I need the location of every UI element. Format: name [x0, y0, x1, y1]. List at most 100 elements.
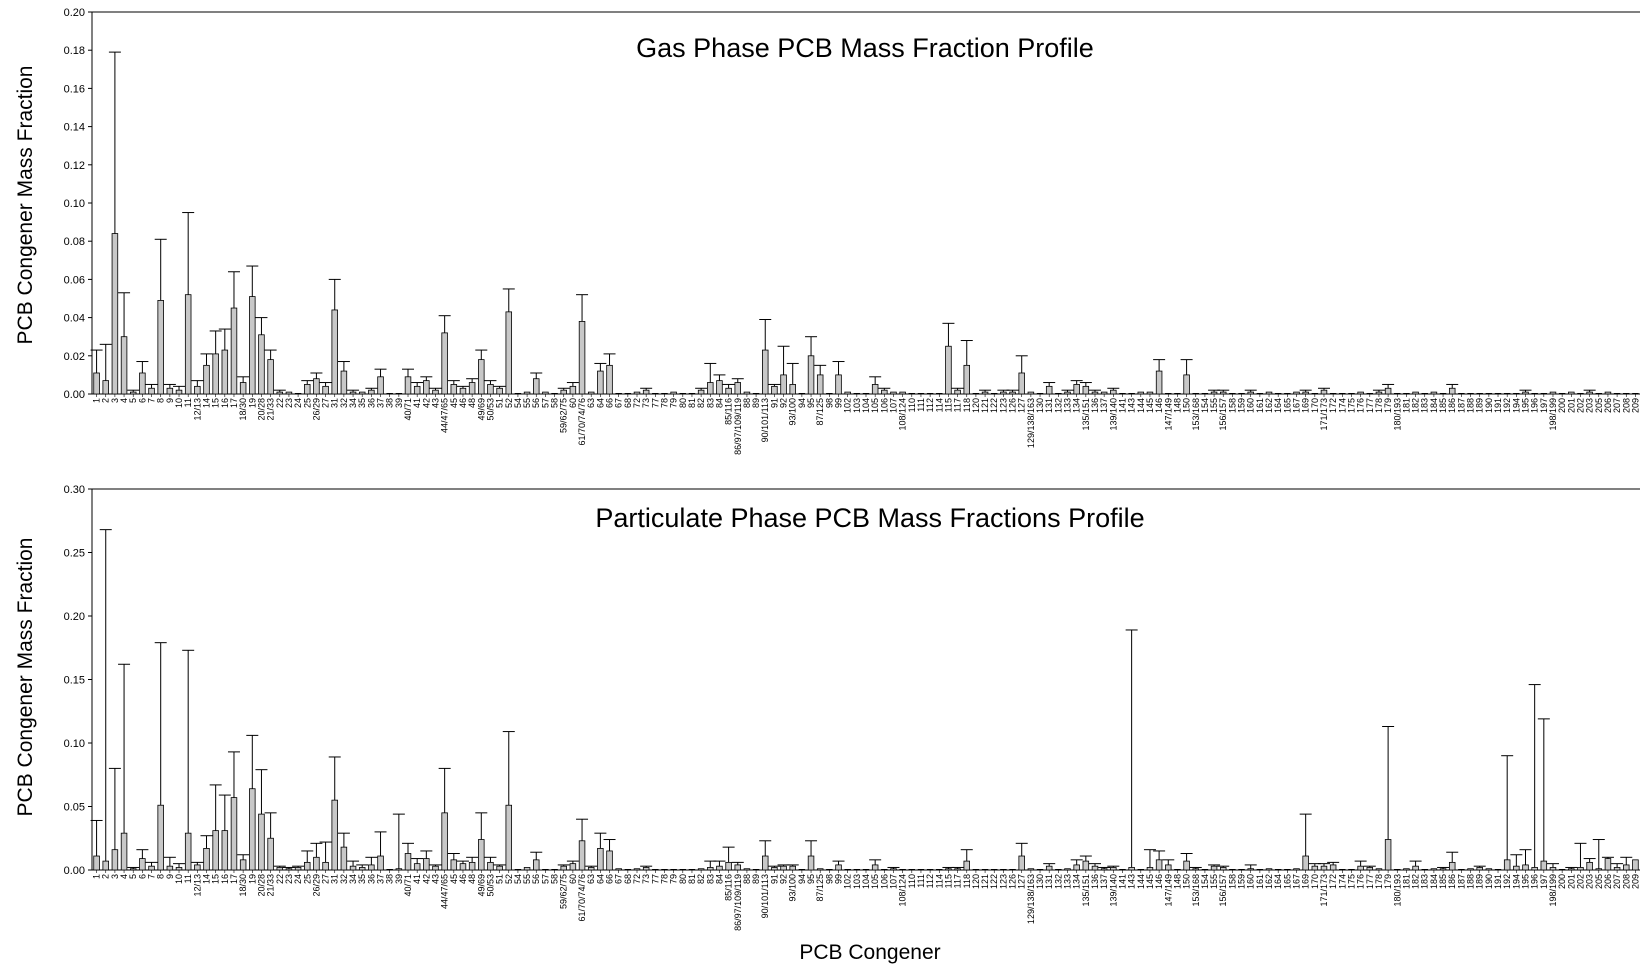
x-tick-label: 120	[971, 874, 981, 889]
bar	[1558, 869, 1566, 871]
x-tick-label: 209	[1630, 874, 1640, 889]
bar	[1586, 861, 1593, 871]
x-tick-label: 40/71	[403, 398, 413, 421]
x-tick-label: 35	[357, 874, 367, 884]
x-tick-label: 196	[1530, 874, 1540, 889]
x-tick-label: 14	[201, 874, 211, 884]
x-tick-label: 171/173	[1319, 398, 1329, 431]
x-tick-label: 156/157	[1218, 398, 1228, 431]
x-tick-label: 183	[1420, 874, 1430, 889]
x-tick-label: 34	[348, 874, 358, 884]
x-tick-label: 89	[751, 874, 761, 884]
bar	[881, 389, 888, 395]
bar	[1055, 392, 1062, 395]
bar	[926, 869, 934, 871]
bar	[478, 359, 485, 395]
x-tick-label: 93/100	[788, 874, 798, 902]
bar	[606, 850, 613, 871]
x-tick-label: 25	[302, 874, 312, 884]
x-tick-label: 99	[834, 874, 844, 884]
x-tick-label: 19	[247, 398, 257, 408]
x-tick-label: 3	[110, 398, 120, 403]
x-tick-label: 150	[1182, 398, 1192, 413]
x-tick-label: 117	[953, 398, 963, 412]
x-tick-label: 184	[1429, 874, 1439, 889]
bar	[1357, 391, 1364, 395]
x-tick-label: 105	[870, 398, 880, 413]
x-tick-label: 147/149	[1163, 398, 1173, 431]
bar	[633, 391, 641, 395]
x-tick-label: 153/168	[1191, 398, 1201, 431]
x-tick-label: 91	[769, 874, 779, 884]
bar	[1329, 392, 1337, 395]
bar	[1485, 868, 1493, 871]
x-tick-label: 185	[1438, 398, 1448, 413]
x-tick-label: 181	[1401, 398, 1411, 413]
x-tick-label: 51	[495, 874, 505, 884]
y-tick-label: 0.16	[64, 83, 85, 95]
bar	[157, 804, 164, 871]
bar	[1045, 865, 1053, 871]
y-tick-label: 0.20	[64, 7, 85, 19]
x-tick-label: 5	[128, 398, 138, 403]
x-tick-label: 85/116	[724, 874, 734, 901]
x-tick-label: 17	[229, 398, 239, 408]
bar	[1421, 392, 1428, 395]
bar	[1000, 391, 1007, 395]
bar	[652, 869, 659, 871]
bar	[331, 309, 338, 395]
bar	[1549, 391, 1557, 395]
x-tick-label: 137	[1099, 398, 1109, 413]
bar	[661, 869, 668, 871]
x-tick-label: 43	[430, 874, 440, 884]
x-tick-label: 171/173	[1319, 874, 1329, 907]
bar	[1293, 868, 1300, 871]
bar	[450, 859, 458, 871]
x-tick-label: 127	[1017, 874, 1027, 889]
bar	[1586, 391, 1593, 395]
bar	[120, 336, 128, 395]
x-tick-label: 144	[1136, 874, 1146, 889]
x-tick-label: 84	[714, 398, 724, 408]
bar	[1485, 392, 1493, 395]
x-tick-label: 167	[1292, 398, 1302, 413]
x-tick-label: 127	[1017, 398, 1027, 413]
x-tick-label: 150	[1182, 874, 1192, 889]
x-tick-label: 148	[1172, 398, 1182, 413]
x-tick-label: 161	[1255, 398, 1265, 413]
bar	[1540, 860, 1548, 871]
x-tick-label: 52	[504, 874, 514, 884]
x-tick-label: 16	[220, 874, 230, 884]
x-tick-label: 34	[348, 398, 358, 408]
bar	[551, 869, 558, 871]
bar	[707, 382, 714, 395]
x-tick-label: 200	[1557, 874, 1567, 889]
x-tick-label: 4	[119, 398, 129, 403]
bar	[771, 867, 778, 871]
bar	[890, 391, 897, 395]
x-tick-label: 137	[1099, 874, 1109, 889]
bar	[304, 861, 311, 871]
x-tick-label: 2	[101, 398, 111, 403]
bar	[148, 865, 155, 871]
bar	[523, 391, 531, 395]
x-tick-label: 164	[1273, 874, 1283, 889]
x-tick-label: 130	[1035, 874, 1045, 889]
x-tick-label: 158	[1227, 398, 1237, 413]
x-tick-label: 205	[1594, 874, 1604, 889]
bar	[1568, 868, 1575, 871]
bar	[1082, 385, 1090, 395]
x-tick-label: 123	[998, 874, 1008, 889]
x-tick-label: 126	[1008, 398, 1018, 413]
x-tick-label: 73	[641, 874, 651, 884]
x-tick-label: 26/29	[311, 398, 321, 421]
x-tick-label: 93/100	[788, 398, 798, 426]
bar	[1448, 861, 1456, 871]
x-tick-label: 201	[1566, 398, 1576, 413]
bar	[826, 869, 833, 871]
x-tick-label: 77	[650, 874, 660, 884]
bar	[1366, 392, 1374, 395]
bar	[1183, 860, 1190, 871]
bar	[1219, 867, 1227, 871]
bar	[542, 869, 549, 871]
